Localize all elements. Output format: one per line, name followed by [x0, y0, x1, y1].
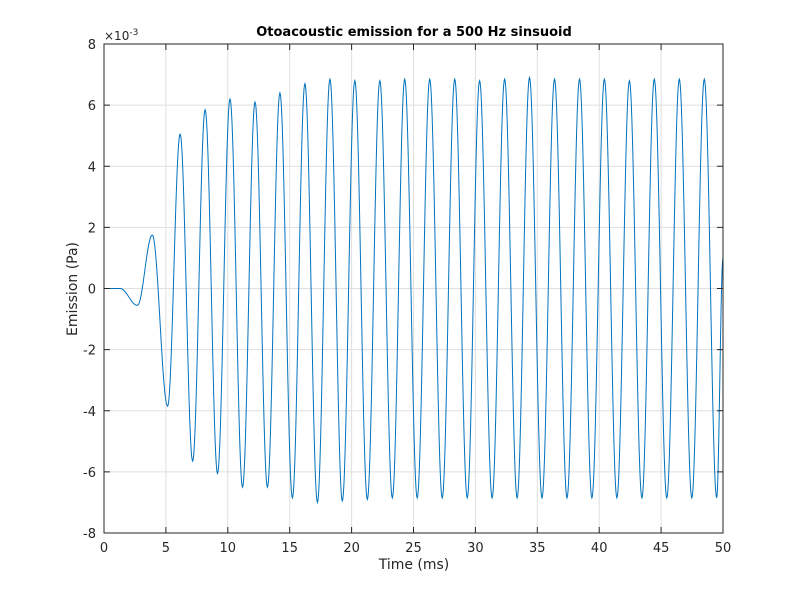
y-tick-label: -2 — [83, 344, 96, 359]
x-tick-label: 0 — [100, 541, 108, 556]
y-tick-label: -6 — [83, 466, 96, 481]
y-tick-label: 0 — [88, 283, 96, 298]
x-tick-label: 45 — [653, 541, 670, 556]
x-tick-label: 35 — [529, 541, 546, 556]
y-tick-label: -4 — [83, 405, 96, 420]
y-exponent-label: ×10-3 — [104, 28, 138, 43]
x-tick-label: 40 — [591, 541, 608, 556]
x-tick-label: 50 — [715, 541, 732, 556]
x-tick-label: 20 — [343, 541, 360, 556]
x-tick-label: 5 — [162, 541, 170, 556]
x-tick-label: 30 — [467, 541, 484, 556]
x-tick-label: 10 — [220, 541, 237, 556]
y-tick-label: 8 — [88, 38, 96, 53]
y-tick-label: 4 — [88, 160, 96, 175]
x-axis-label: Time (ms) — [378, 557, 450, 573]
x-tick-label: 15 — [281, 541, 298, 556]
y-axis-label: Emission (Pa) — [65, 242, 81, 336]
y-tick-label: 6 — [88, 99, 96, 114]
x-tick-label: 25 — [405, 541, 422, 556]
chart-title: Otoacoustic emission for a 500 Hz sinsuo… — [256, 25, 572, 40]
emission-line — [104, 75, 724, 505]
y-tick-label: 2 — [88, 221, 96, 236]
series-layer — [104, 75, 724, 505]
y-exponent-power: -3 — [129, 28, 138, 38]
ticks: 0 5 10 15 20 25 30 35 40 45 50 -8 -6 -4 -2 0 2 4 6 8 — [83, 38, 731, 556]
y-exponent-base: ×10 — [104, 29, 129, 43]
y-tick-label: -8 — [83, 527, 96, 542]
